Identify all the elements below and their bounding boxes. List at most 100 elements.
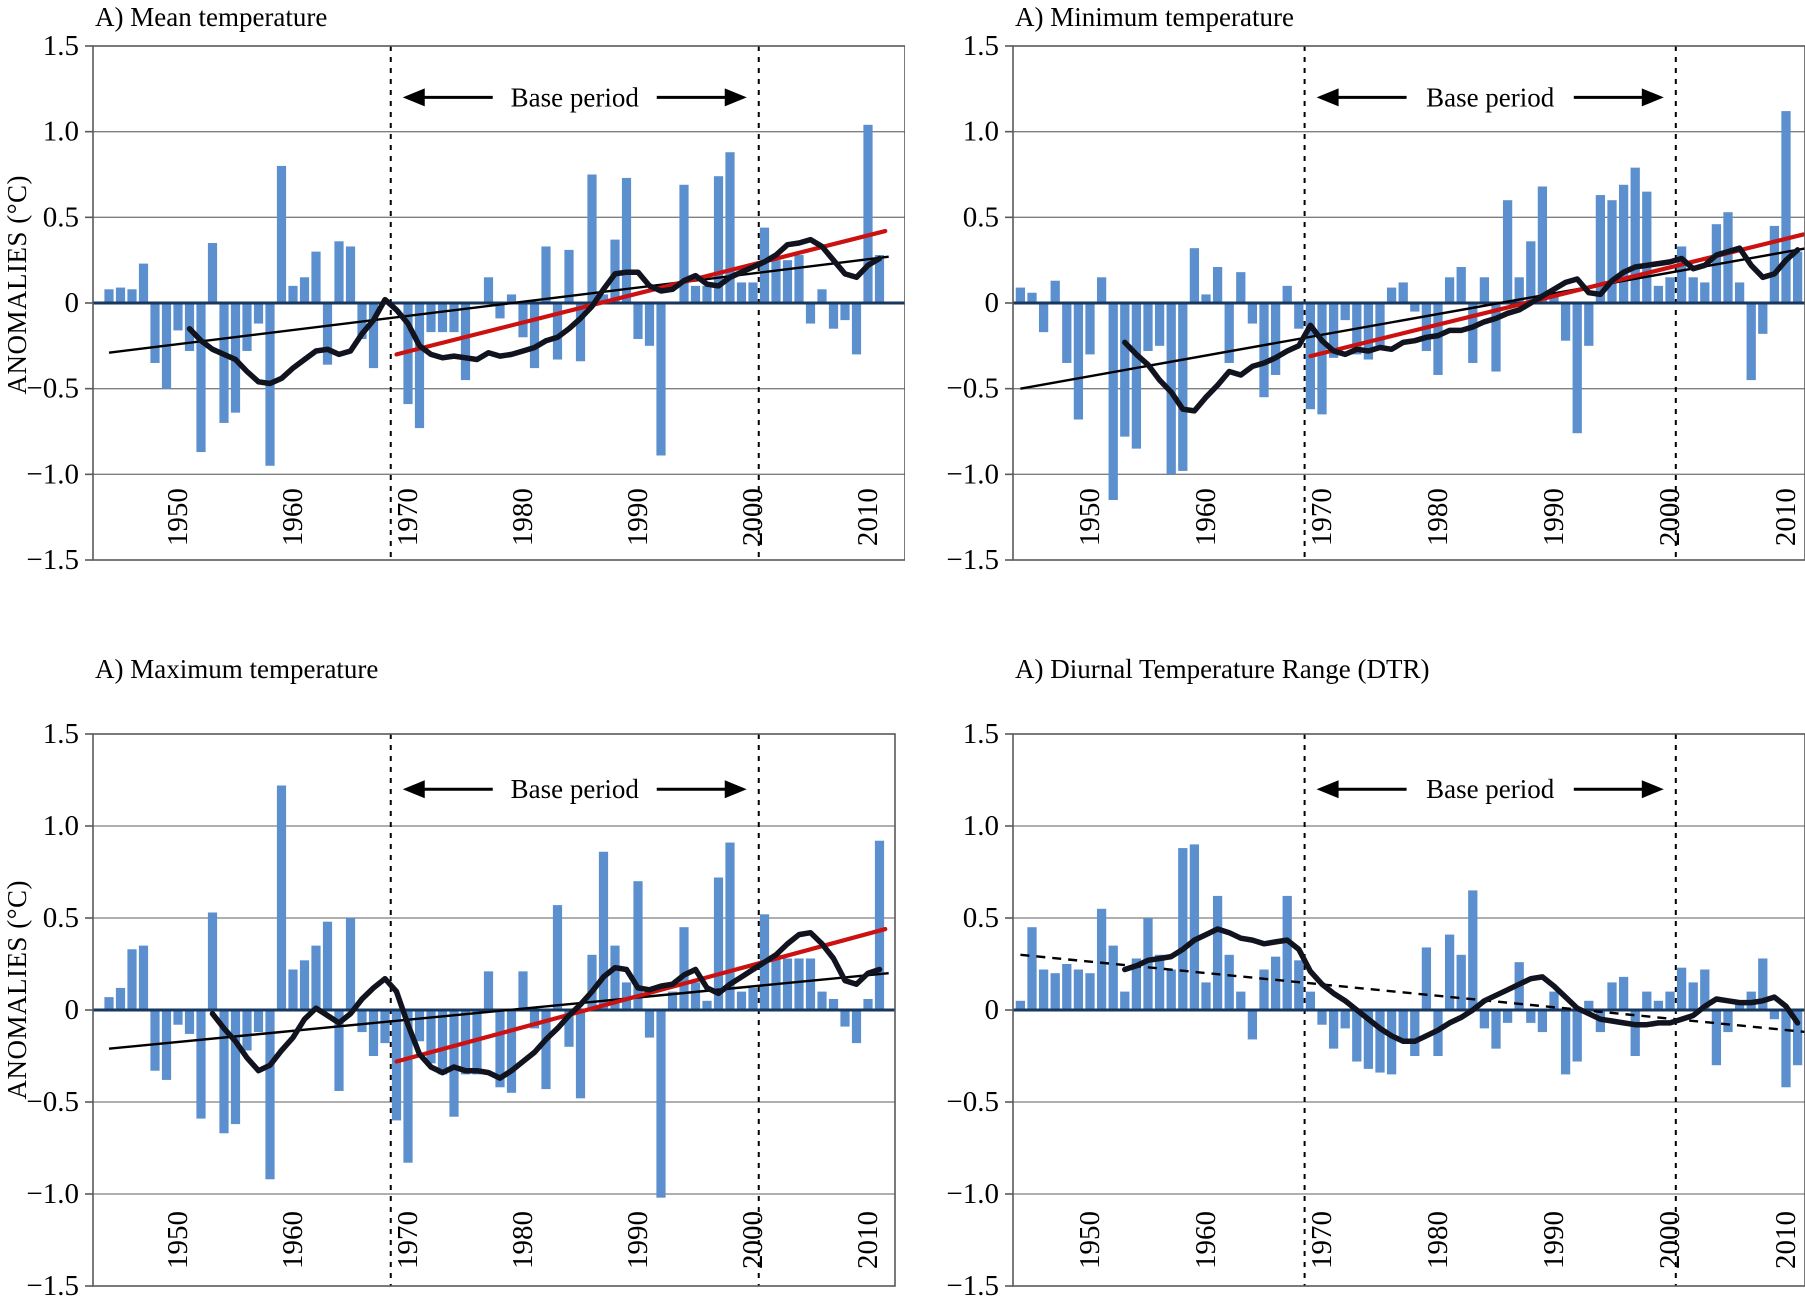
anomaly-bar — [1247, 303, 1258, 324]
y-tick-label: −0.5 — [946, 373, 999, 405]
anomaly-bar — [299, 960, 310, 1010]
anomaly-bar — [1549, 294, 1559, 303]
anomaly-bar — [598, 851, 609, 1010]
panel-title: A) Maximum temperature — [95, 654, 379, 684]
y-tick-label: 1.5 — [963, 718, 999, 750]
anomaly-bar — [1676, 967, 1687, 1010]
y-axis-title: ANOMALIES (°C) — [2, 175, 32, 395]
right-arrow-icon — [724, 88, 747, 107]
year-tick-label: 1980 — [507, 488, 539, 546]
base-period-label: Base period — [511, 82, 640, 112]
anomaly-bar — [1723, 212, 1733, 303]
anomaly-bar — [150, 303, 160, 363]
anomaly-bar — [483, 277, 494, 303]
smoothed-line — [186, 236, 883, 387]
anomaly-bar — [1247, 1010, 1258, 1040]
base-period-annotation: Base period — [1316, 774, 1664, 804]
year-tick-label: 1960 — [277, 1211, 309, 1269]
anomaly-bar — [219, 303, 229, 423]
anomaly-bar — [851, 303, 862, 355]
anomaly-bar — [725, 842, 735, 1010]
anomaly-bar — [1560, 1010, 1571, 1075]
y-tick-label: −1.5 — [26, 544, 79, 576]
anomaly-bar — [656, 1010, 666, 1198]
anomaly-bar — [1178, 848, 1188, 1010]
anomaly-bar — [552, 905, 563, 1010]
anomaly-bar — [334, 1010, 344, 1091]
year-tick-label: 1970 — [1306, 1211, 1338, 1269]
anomaly-bar — [1572, 303, 1582, 434]
anomaly-bar — [1294, 303, 1304, 329]
anomaly-bar — [1062, 303, 1072, 363]
anomaly-bar — [1537, 186, 1548, 303]
anomaly-bar — [460, 303, 471, 381]
year-tick-label: 1960 — [1190, 488, 1222, 546]
right-arrow-icon — [724, 780, 747, 799]
anomaly-bar — [1027, 927, 1037, 1010]
anomaly-bar — [437, 303, 448, 333]
anomaly-bars — [1015, 844, 1803, 1088]
anomaly-bar — [1711, 1010, 1722, 1066]
anomaly-bar — [1526, 1010, 1536, 1023]
year-tick-label: 2010 — [1770, 488, 1802, 546]
anomaly-bar — [1282, 895, 1292, 1010]
anomaly-bar — [1549, 991, 1559, 1010]
year-tick-label: 2010 — [1770, 1211, 1802, 1269]
anomaly-bar — [1734, 1000, 1745, 1010]
anomaly-bar — [495, 303, 505, 319]
anomaly-bar — [127, 949, 137, 1010]
anomaly-bar — [690, 285, 701, 303]
y-axis: 1.5 1.0 0.5 0 −0.5 −1.0 −1.5 — [946, 718, 1013, 1298]
anomaly-bar — [851, 1010, 862, 1044]
anomaly-bar — [242, 303, 252, 351]
year-tick-label: 1990 — [1538, 488, 1570, 546]
anomaly-bar — [207, 912, 218, 1010]
anomaly-bar — [1224, 303, 1234, 363]
mean-temperature-plot: Base period 1.5 1.0 0.5 0 −0.5 −1.0 −1.5 1950 196… — [26, 30, 905, 576]
anomaly-bar — [1096, 908, 1107, 1010]
anomaly-bar — [403, 1010, 413, 1163]
anomaly-bar — [1224, 954, 1234, 1010]
y-tick-label: −1.0 — [946, 458, 999, 490]
anomaly-bar — [426, 1010, 436, 1064]
anomaly-bar — [1038, 969, 1049, 1010]
y-tick-label: 1.0 — [43, 810, 79, 842]
anomaly-bar — [1537, 1010, 1548, 1033]
base-period-label: Base period — [511, 774, 640, 804]
anomaly-bar — [690, 982, 701, 1010]
anomaly-bar — [1270, 303, 1281, 375]
y-tick-label: 1.0 — [963, 810, 999, 842]
anomaly-bar — [334, 241, 344, 303]
year-tick-label: 1950 — [162, 488, 194, 546]
anomaly-bar — [771, 954, 781, 1010]
anomaly-bar — [748, 282, 758, 303]
panel-minimum-temperature: A) Minimum temperature Base period 1.5 1.0… — [895, 0, 1805, 650]
left-arrow-icon — [402, 88, 425, 107]
y-tick-label: 1.5 — [963, 30, 999, 62]
year-tick-label: 1970 — [392, 488, 424, 546]
anomaly-bar — [1665, 991, 1675, 1010]
year-tick-label: 1980 — [507, 1211, 539, 1269]
anomaly-bar — [173, 1010, 183, 1025]
anomaly-bar — [702, 285, 712, 303]
anomaly-bar — [1340, 1010, 1350, 1029]
anomaly-bar — [1143, 918, 1153, 1010]
x-axis: 1950 1960 1970 1980 1990 2000 2010 — [162, 488, 884, 546]
anomaly-bar — [1236, 272, 1246, 303]
anomaly-bar — [725, 152, 735, 303]
anomaly-bar — [575, 1010, 586, 1099]
maximum-temperature-plot: Base period 1.5 1.0 0.5 0 −0.5 −1.0 −1.5 1950 196… — [26, 718, 896, 1298]
anomaly-bar — [483, 971, 494, 1010]
y-tick-label: −0.5 — [946, 1086, 999, 1118]
anomaly-bar — [587, 174, 597, 303]
anomaly-bar — [644, 1010, 655, 1038]
anomaly-bar — [1653, 1000, 1664, 1010]
y-tick-label: 0 — [65, 287, 80, 319]
anomaly-bar — [437, 1010, 448, 1075]
anomaly-bar — [1050, 280, 1060, 303]
anomaly-bar — [598, 294, 609, 303]
anomaly-bar — [161, 1010, 172, 1080]
smoothed-line — [1122, 245, 1801, 414]
anomaly-bar — [1642, 191, 1652, 303]
left-arrow-icon — [402, 780, 425, 799]
